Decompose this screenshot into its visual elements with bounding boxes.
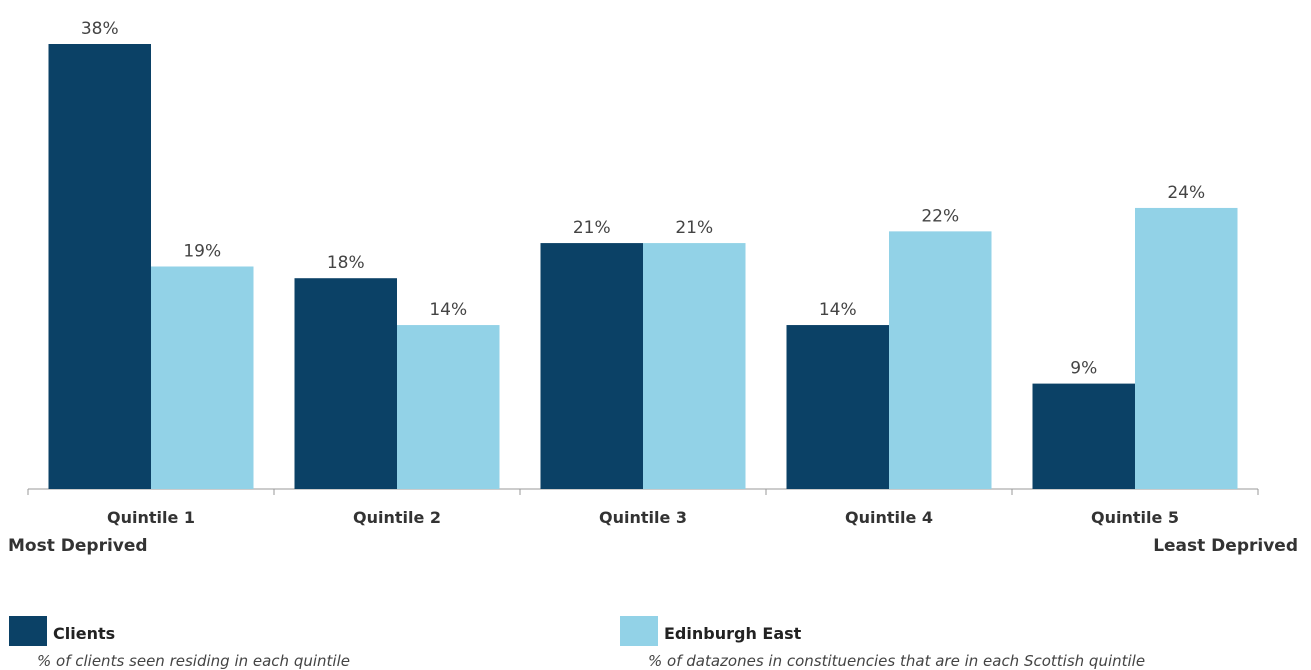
axis-end-label-least-deprived: Least Deprived [1153,536,1298,556]
bar-edinburgh-east-q2 [397,325,500,489]
bar-clients-q4 [786,325,889,489]
data-label-clients-q1: 38% [81,19,119,39]
x-tick-label-q1: Quintile 1 [107,508,195,527]
data-label-clients-q2: 18% [327,253,365,273]
bar-edinburgh-east-q1 [151,266,254,489]
x-tick-label-q3: Quintile 3 [599,508,687,527]
bar-clients-q2 [294,278,397,489]
x-tick-label-q5: Quintile 5 [1091,508,1179,527]
bar-edinburgh-east-q3 [643,243,746,489]
data-label-clients-q3: 21% [573,218,611,238]
bar-chart: 38% 19% Quintile 1 18% 14% Quintile 2 21% 21% Qu… [27,19,1259,527]
axis-end-label-most-deprived: Most Deprived [8,536,148,556]
data-label-edinburgh-east-q3: 21% [675,218,713,238]
legend-swatch-edinburgh-east [620,616,658,646]
data-label-edinburgh-east-q2: 14% [429,300,467,320]
data-label-edinburgh-east-q1: 19% [183,242,221,262]
bar-clients-q5 [1032,383,1135,489]
x-tick-label-q4: Quintile 4 [845,508,933,527]
legend-description-edinburgh-east: % of datazones in constituencies that ar… [648,652,1146,670]
legend-label-clients: Clients [53,624,116,643]
data-label-clients-q5: 9% [1070,359,1097,379]
bar-clients-q1 [48,44,151,489]
bar-edinburgh-east-q5 [1135,207,1238,489]
data-label-edinburgh-east-q4: 22% [921,206,959,226]
x-tick-label-q2: Quintile 2 [353,508,441,527]
legend-description-clients: % of clients seen residing in each quint… [37,652,350,670]
legend-label-edinburgh-east: Edinburgh East [664,624,802,643]
legend-swatch-clients [9,616,47,646]
data-label-edinburgh-east-q5: 24% [1167,183,1205,203]
data-label-clients-q4: 14% [819,300,857,320]
bar-edinburgh-east-q4 [889,231,992,490]
bar-clients-q3 [540,243,643,489]
